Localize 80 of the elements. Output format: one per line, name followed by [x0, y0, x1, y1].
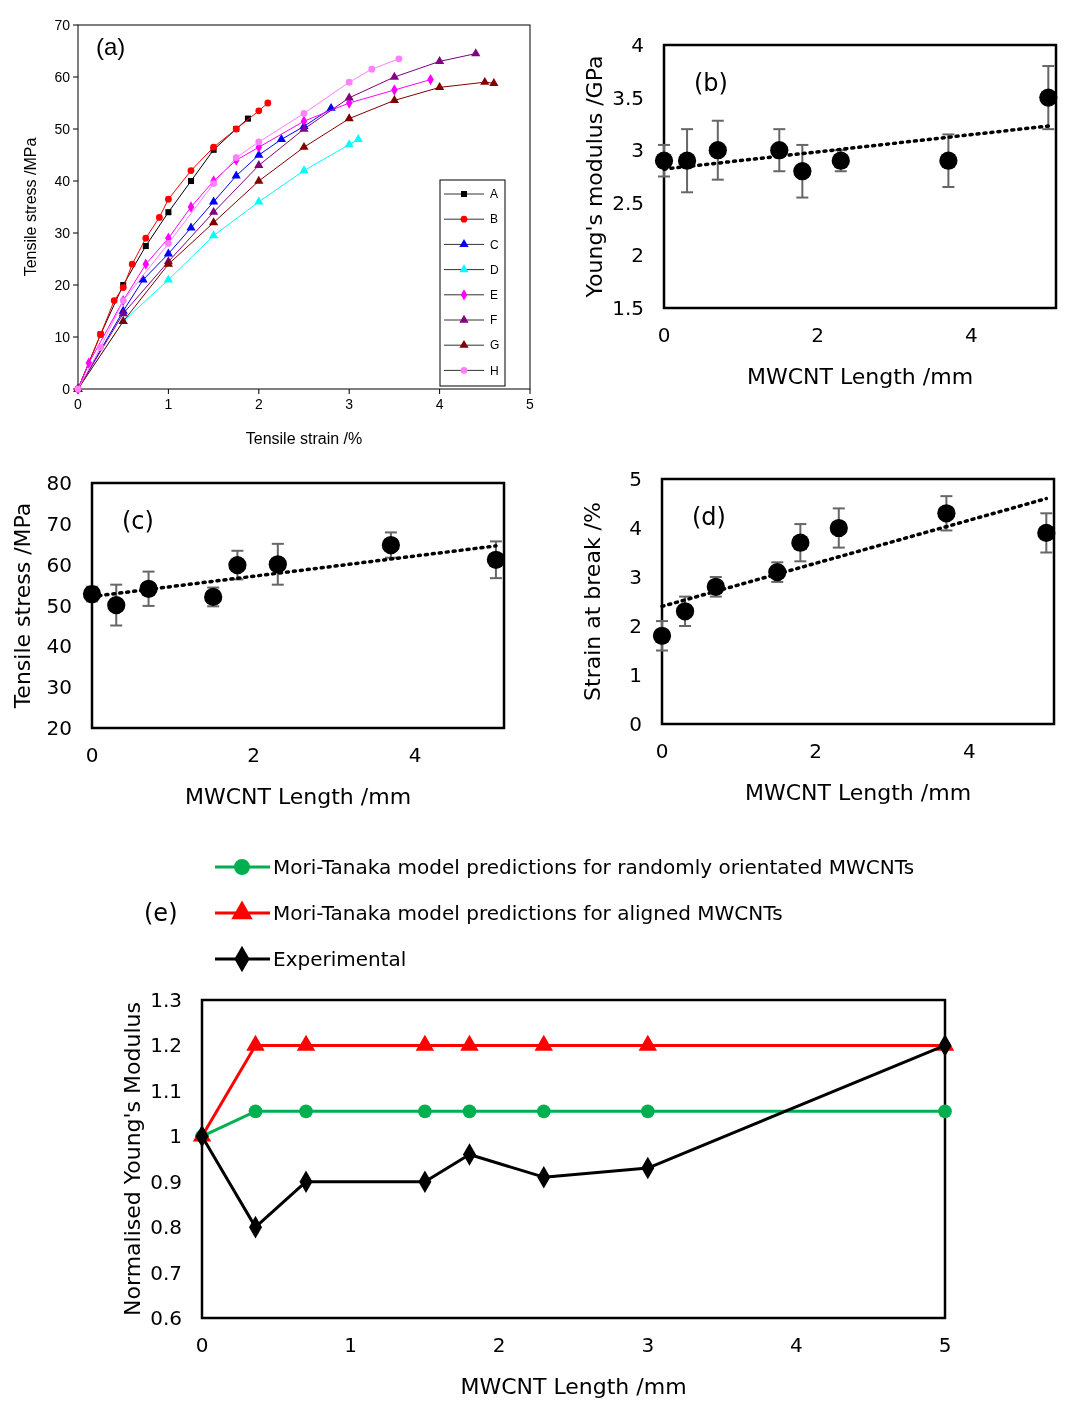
legend-label: Experimental: [273, 947, 407, 971]
y-tick-label: 0.6: [150, 1306, 182, 1330]
y-axis-title: Tensile stress /MPa: [22, 137, 39, 277]
x-axis-title: MWCNT Length /mm: [460, 1374, 687, 1399]
y-tick-label: 60: [54, 68, 71, 85]
x-tick-label: 2: [254, 396, 263, 412]
y-tick-label: 0.9: [150, 1169, 182, 1194]
legend-label: F: [490, 313, 498, 328]
x-tick-label: 0: [655, 739, 669, 763]
x-tick-label: 4: [963, 739, 976, 763]
text: (c): [122, 507, 154, 535]
y-tick-label: 4: [631, 33, 644, 57]
legend-label: B: [490, 212, 499, 227]
y-tick-label: 10: [54, 328, 71, 345]
y-tick-label: 30: [54, 224, 71, 241]
y-tick-label: 80: [46, 471, 72, 495]
y-axis-title: Young's modulus /GPa: [582, 55, 607, 299]
y-axis-title: Tensile stress /MPa: [10, 502, 35, 710]
y-tick-label: 3: [629, 565, 642, 589]
legend-label: C: [490, 237, 499, 252]
y-tick-label: 0: [629, 712, 642, 736]
y-tick-label: 0: [62, 380, 71, 397]
y-tick-label: 60: [46, 552, 72, 577]
y-tick-label: 40: [46, 634, 72, 659]
x-tick-label: 4: [790, 1333, 803, 1357]
x-tick-label: 0: [657, 323, 671, 347]
y-tick-label: 0.8: [150, 1215, 182, 1240]
x-tick-label: 2: [247, 743, 260, 767]
y-tick-label: 0.7: [150, 1260, 182, 1285]
y-tick-label: 40: [54, 172, 71, 189]
legend-label: D: [490, 262, 499, 277]
y-tick-label: 70: [54, 16, 71, 33]
x-tick-label: 0: [195, 1333, 209, 1357]
x-tick-label: 0: [85, 743, 99, 767]
x-axis-title: MWCNT Length /mm: [744, 780, 972, 805]
x-tick-label: 4: [965, 323, 978, 347]
y-tick-label: 50: [46, 593, 72, 618]
x-tick-label: 4: [435, 396, 444, 412]
chart-title: (e): [144, 899, 178, 927]
x-tick-label: 1: [344, 1333, 357, 1357]
y-tick-label: 20: [54, 276, 71, 293]
y-tick-label: 2: [631, 243, 644, 268]
x-tick-label: 2: [811, 323, 825, 347]
x-tick-label: 5: [938, 1333, 952, 1357]
y-tick-label: 1.1: [150, 1078, 182, 1103]
text: (b): [694, 69, 728, 97]
chart-title: (a): [96, 33, 126, 60]
y-tick-label: 30: [46, 675, 72, 700]
text: (d): [692, 503, 726, 531]
x-tick-label: 5: [526, 396, 535, 412]
y-axis-title: Normalised Young's Modulus: [120, 1002, 145, 1316]
y-tick-label: 5: [629, 467, 642, 491]
x-tick-label: 2: [809, 739, 823, 763]
legend-label: Mori-Tanaka model predictions for randomly orientated MWCNTs: [273, 855, 915, 879]
y-tick-label: 1.5: [612, 296, 644, 320]
x-axis-title: MWCNT Length /mm: [184, 784, 412, 809]
x-axis-title: Tensile strain /%: [245, 430, 363, 447]
x-tick-label: 0: [74, 396, 83, 412]
x-axis-title: MWCNT Length /mm: [746, 364, 974, 389]
x-tick-label: 3: [345, 396, 354, 412]
y-tick-label: 1.3: [150, 988, 182, 1012]
y-tick-label: 70: [46, 511, 72, 536]
legend-label: H: [490, 363, 499, 378]
y-axis-title: Strain at break /%: [580, 502, 605, 701]
legend-label: G: [490, 338, 500, 353]
x-tick-label: 2: [492, 1333, 506, 1357]
y-tick-label: 50: [54, 120, 71, 137]
y-tick-label: 1.2: [150, 1033, 182, 1058]
y-tick-label: 1: [169, 1124, 182, 1149]
y-tick-label: 20: [46, 716, 72, 740]
y-tick-label: 2.5: [612, 190, 644, 215]
y-tick-label: 3: [631, 138, 644, 163]
legend-label: Mori-Tanaka model predictions for aligned MWCNTs: [273, 901, 783, 925]
y-tick-label: 2: [629, 614, 642, 638]
y-tick-label: 3.5: [612, 85, 644, 110]
legend-label: A: [490, 187, 499, 202]
x-tick-label: 4: [408, 743, 422, 767]
y-tick-label: 1: [629, 663, 642, 687]
legend-label: E: [490, 288, 499, 302]
y-tick-label: 4: [629, 516, 642, 540]
